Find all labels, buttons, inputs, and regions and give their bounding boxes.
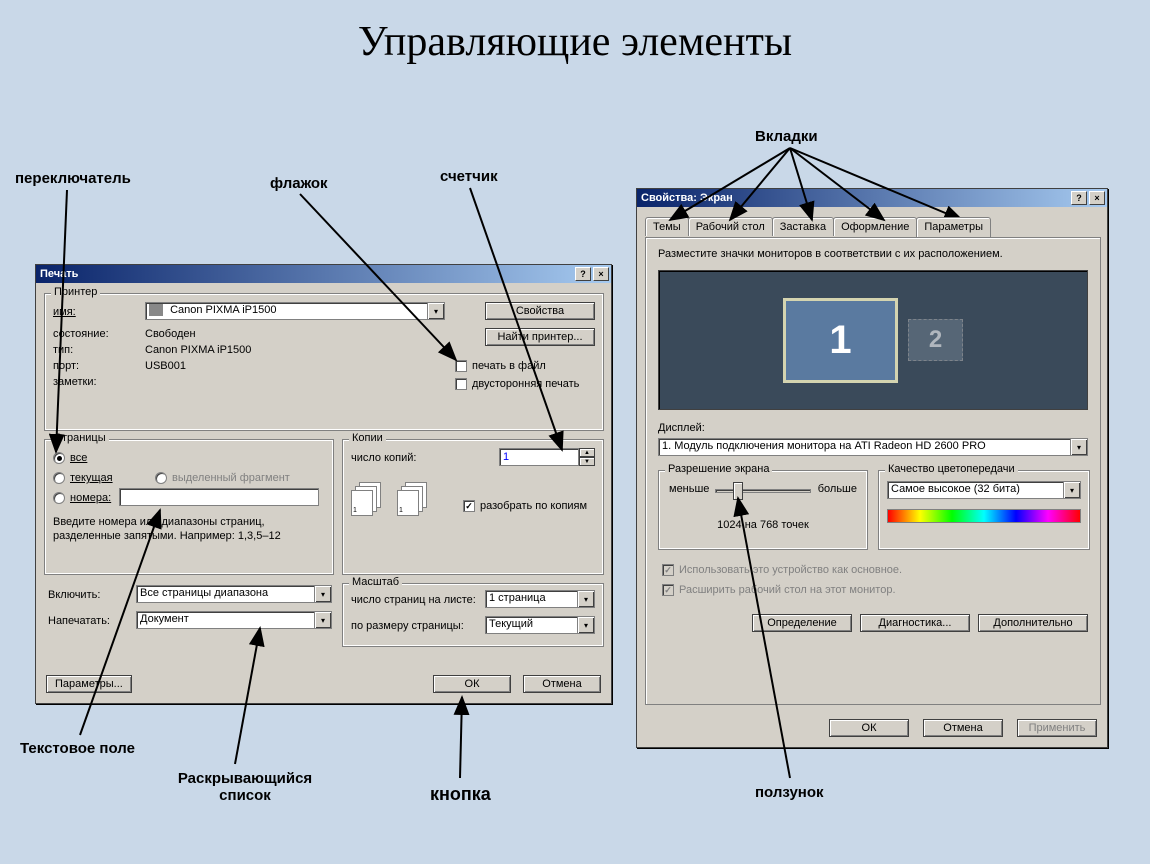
group-resolution: Разрешение экрана меньше больше 1024 на … [658, 470, 868, 550]
radio-current[interactable]: текущая [53, 472, 113, 484]
chk-duplex[interactable]: двусторонняя печать [455, 378, 595, 390]
val-port: USB001 [145, 360, 186, 372]
res-less: меньше [669, 483, 709, 495]
pps-combo[interactable]: 1 страница [485, 590, 595, 608]
cancel-button[interactable]: Отмена [523, 675, 601, 693]
lbl-type: тип: [53, 344, 73, 356]
radio-selection[interactable]: выделенный фрагмент [155, 472, 290, 484]
group-scale: Масштаб число страниц на листе: 1 страни… [342, 583, 604, 647]
printer-icon [149, 304, 163, 316]
resolution-slider[interactable] [715, 489, 811, 493]
lbl-notes: заметки: [53, 376, 97, 388]
print-title: Печать [40, 268, 78, 280]
monitor-area: 1 2 [658, 270, 1088, 410]
display-apply-button[interactable]: Применить [1017, 719, 1097, 737]
pages-hint: Введите номера или диапазоны страниц, ра… [53, 516, 325, 544]
close-icon[interactable]: × [593, 267, 609, 281]
annotation-slider: ползунок [755, 784, 824, 801]
display-cancel-button[interactable]: Отмена [923, 719, 1003, 737]
help-icon[interactable]: ? [575, 267, 591, 281]
tab-appearance[interactable]: Оформление [833, 217, 917, 236]
collate-icon: 321 [351, 482, 383, 518]
group-scale-label: Масштаб [349, 576, 402, 588]
group-printer-label: Принтер [51, 286, 100, 298]
chk-collate[interactable]: разобрать по копиям [463, 500, 587, 512]
page-title: Управляющие элементы [0, 18, 1150, 66]
print-combo[interactable]: Документ [136, 611, 332, 629]
val-state: Свободен [145, 328, 196, 340]
print-titlebar: Печать ? × [36, 265, 611, 283]
display-titlebar: Свойства: Экран ? × [637, 189, 1107, 207]
chk-primary-device: Использовать это устройство как основное… [662, 564, 902, 576]
chk-extend: Расширить рабочий стол на этот монитор. [662, 584, 896, 596]
copies-value[interactable] [499, 448, 579, 466]
lbl-fit: по размеру страницы: [351, 620, 464, 632]
tabstrip: Темы Рабочий стол Заставка Оформление Па… [645, 217, 990, 236]
val-type: Canon PIXMA iP1500 [145, 344, 251, 356]
lbl-print: Напечатать: [48, 615, 110, 627]
lbl-port: порт: [53, 360, 79, 372]
display-combo[interactable]: 1. Модуль подключения монитора на ATI Ra… [658, 438, 1088, 456]
diag-button[interactable]: Диагностика... [860, 614, 970, 632]
annotation-combo: Раскрывающийся список [160, 770, 330, 804]
group-copies: Копии число копий: ▲▼ 321 321 разобрать … [342, 439, 604, 575]
tab-themes[interactable]: Темы [645, 217, 689, 236]
rainbow-bar [887, 509, 1081, 523]
radio-numbers[interactable]: номера: [53, 492, 111, 504]
copies-spinner[interactable]: ▲▼ [499, 448, 595, 466]
pages-input[interactable] [119, 488, 319, 506]
ok-button[interactable]: ОК [433, 675, 511, 693]
group-resolution-label: Разрешение экрана [665, 463, 772, 475]
group-pages-label: Страницы [51, 432, 109, 444]
lbl-name: имя: [53, 306, 76, 318]
group-quality-label: Качество цветопередачи [885, 463, 1018, 475]
annotation-checkbox: флажок [270, 175, 328, 192]
group-pages: Страницы все текущая выделенный фрагмент… [44, 439, 334, 575]
tab-desktop[interactable]: Рабочий стол [688, 217, 773, 236]
tab-screensaver[interactable]: Заставка [772, 217, 834, 236]
params-button[interactable]: Параметры... [46, 675, 132, 693]
annotation-tabs: Вкладки [755, 128, 818, 145]
monitor-1[interactable]: 1 [783, 298, 898, 383]
lbl-pps: число страниц на листе: [351, 594, 476, 606]
monitors-hint: Разместите значки мониторов в соответств… [658, 248, 1088, 260]
quality-combo[interactable]: Самое высокое (32 бита) [887, 481, 1081, 499]
help-icon[interactable]: ? [1071, 191, 1087, 205]
display-title: Свойства: Экран [641, 192, 733, 204]
lbl-copies: число копий: [351, 452, 416, 464]
include-combo[interactable]: Все страницы диапазона [136, 585, 332, 603]
res-value: 1024 на 768 точек [659, 519, 867, 531]
printer-name-combo[interactable]: Canon PIXMA iP1500 [145, 302, 445, 320]
fit-combo[interactable]: Текущий [485, 616, 595, 634]
annotation-spinner: счетчик [440, 168, 498, 185]
display-dialog: Свойства: Экран ? × Темы Рабочий стол За… [636, 188, 1108, 748]
monitor-2[interactable]: 2 [908, 319, 963, 361]
lbl-include: Включить: [48, 589, 100, 601]
spin-down-icon[interactable]: ▼ [579, 457, 595, 466]
find-printer-button[interactable]: Найти принтер... [485, 328, 595, 346]
advanced-button[interactable]: Дополнительно [978, 614, 1088, 632]
res-more: больше [818, 483, 857, 495]
annotation-radio: переключатель [15, 170, 131, 187]
annotation-textfield: Текстовое поле [20, 740, 135, 757]
close-icon[interactable]: × [1089, 191, 1105, 205]
display-ok-button[interactable]: ОК [829, 719, 909, 737]
print-dialog: Печать ? × Принтер имя: Canon PIXMA iP15… [35, 264, 612, 704]
lbl-state: состояние: [53, 328, 109, 340]
tab-settings[interactable]: Параметры [916, 217, 991, 237]
properties-button[interactable]: Свойства [485, 302, 595, 320]
chk-to-file[interactable]: печать в файл [455, 360, 595, 372]
collate-icon: 321 [397, 482, 429, 518]
lbl-display: Дисплей: [658, 422, 705, 434]
group-printer: Принтер имя: Canon PIXMA iP1500 Свойства… [44, 293, 604, 431]
group-copies-label: Копии [349, 432, 386, 444]
tab-panel: Разместите значки мониторов в соответств… [645, 237, 1101, 705]
spin-up-icon[interactable]: ▲ [579, 448, 595, 457]
group-quality: Качество цветопередачи Самое высокое (32… [878, 470, 1090, 550]
slider-thumb[interactable] [733, 482, 743, 500]
annotation-button: кнопка [430, 784, 491, 805]
identify-button[interactable]: Определение [752, 614, 852, 632]
radio-all[interactable]: все [53, 452, 87, 464]
